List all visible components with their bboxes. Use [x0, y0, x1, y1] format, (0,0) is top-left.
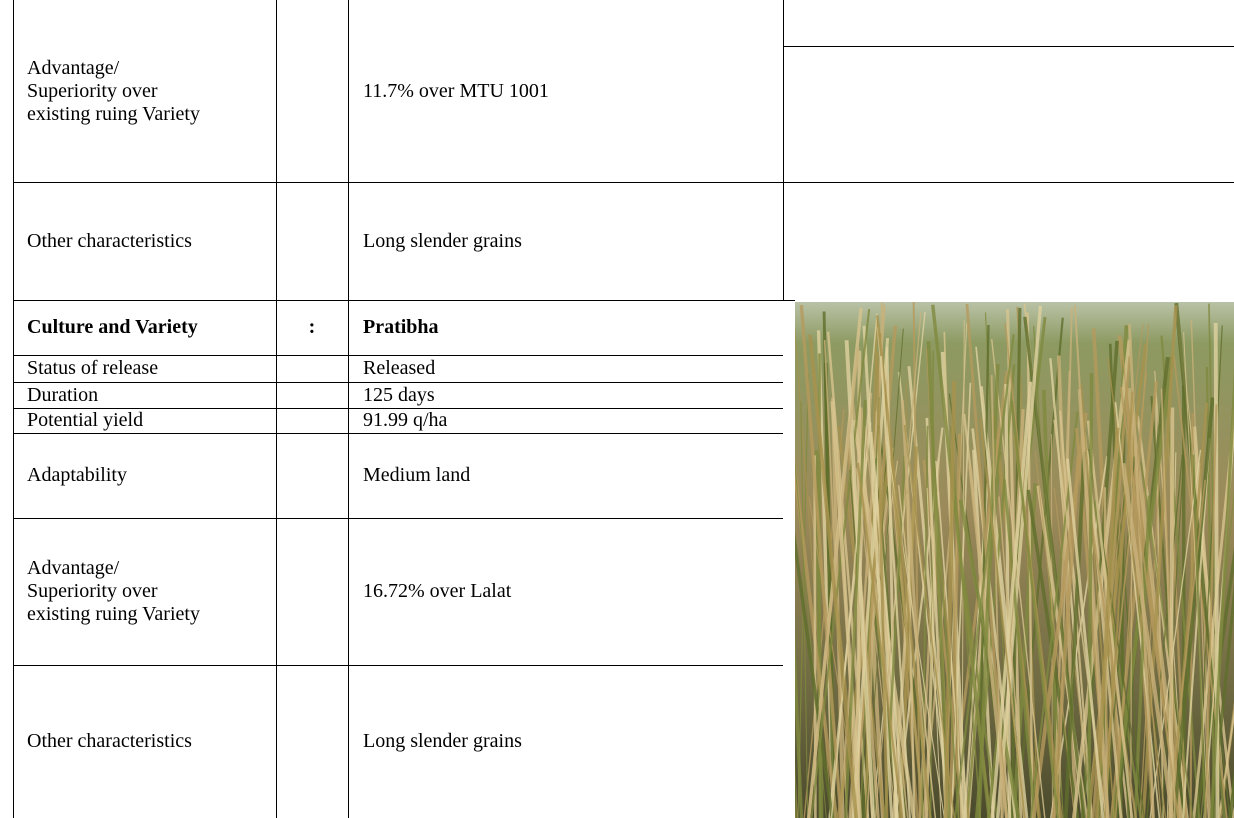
col-rule — [783, 0, 784, 300]
row-value-text: Medium land — [363, 464, 470, 487]
row-label-text: Advantage/ Superiority over existing rui… — [27, 57, 202, 126]
right-rule — [783, 300, 795, 301]
col-rule — [348, 0, 349, 818]
right-rule — [783, 182, 1234, 183]
row-label-text: Advantage/ Superiority over existing rui… — [27, 557, 202, 626]
row-value: Long slender grains — [348, 665, 783, 818]
row-rule — [13, 300, 783, 301]
row-value-text: Pratibha — [363, 316, 439, 339]
row-value-text: 11.7% over MTU 1001 — [363, 80, 549, 103]
row-label-text: Other characteristics — [27, 730, 202, 753]
row-colon-text: : — [309, 316, 316, 339]
row-rule — [13, 382, 783, 383]
row-value-text: Long slender grains — [363, 230, 522, 253]
row-label: Advantage/ Superiority over existing rui… — [13, 0, 276, 182]
row-label: Status of release — [13, 355, 276, 382]
row-label: Potential yield — [13, 408, 276, 433]
row-label-text: Duration — [27, 384, 202, 407]
rice-field-photo — [795, 302, 1234, 818]
row-rule — [13, 408, 783, 409]
row-value: Medium land — [348, 433, 783, 518]
row-rule — [13, 518, 783, 519]
row-value: Long slender grains — [348, 182, 783, 300]
col-rule — [276, 0, 277, 818]
row-value: 11.7% over MTU 1001 — [348, 0, 783, 182]
row-value: 125 days — [348, 382, 783, 408]
row-colon: : — [276, 300, 348, 355]
row-value-text: 125 days — [363, 384, 435, 407]
row-label: Culture and Variety — [13, 300, 276, 355]
row-value-text: Long slender grains — [363, 730, 522, 753]
row-value-text: 16.72% over Lalat — [363, 580, 511, 603]
right-rule — [783, 46, 1234, 47]
row-value: 91.99 q/ha — [348, 408, 783, 433]
row-label-text: Potential yield — [27, 409, 202, 432]
row-label: Advantage/ Superiority over existing rui… — [13, 518, 276, 665]
row-label: Other characteristics — [13, 182, 276, 300]
row-label-text: Status of release — [27, 357, 202, 380]
row-label: Duration — [13, 382, 276, 408]
row-rule — [13, 182, 783, 183]
page: {"table": {"rows": [ {"label": "Advantag… — [0, 0, 1234, 818]
row-value: 16.72% over Lalat — [348, 518, 783, 665]
row-value: Pratibha — [348, 300, 783, 355]
row-label: Other characteristics — [13, 665, 276, 818]
stalk — [1171, 408, 1173, 818]
row-label-text: Culture and Variety — [27, 316, 202, 339]
row-value: Released — [348, 355, 783, 382]
row-label-text: Adaptability — [27, 464, 202, 487]
row-value-text: 91.99 q/ha — [363, 409, 447, 432]
row-rule — [13, 433, 783, 434]
row-rule — [13, 665, 783, 666]
col-rule — [13, 0, 14, 818]
row-rule — [13, 355, 783, 356]
row-label-text: Other characteristics — [27, 230, 202, 253]
row-label: Adaptability — [13, 433, 276, 518]
row-value-text: Released — [363, 357, 435, 380]
